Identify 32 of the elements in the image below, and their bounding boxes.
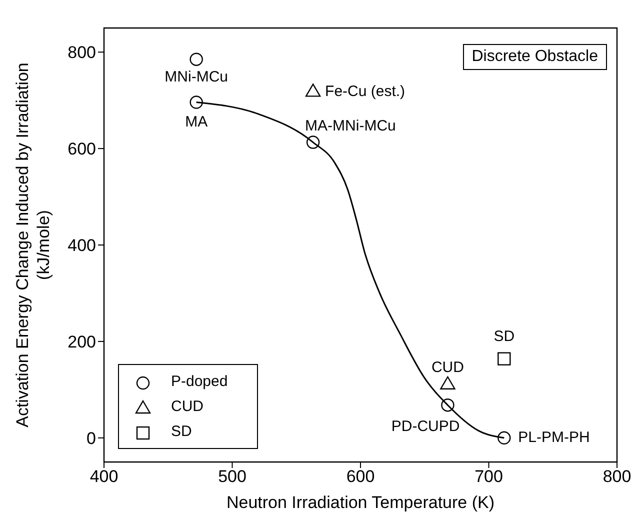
y-tick-label: 0 (86, 428, 96, 448)
point (440, 376, 456, 390)
annotation: MNi-MCu (164, 68, 228, 86)
point (190, 52, 203, 66)
annotation: PL-PM-PH (518, 428, 590, 446)
point (498, 352, 511, 366)
annotation: CUD (431, 358, 464, 376)
x-tick-label: 600 (346, 467, 375, 486)
x-tick-label: 800 (602, 467, 632, 486)
legend-label: P-doped (171, 373, 228, 390)
x-tick-label: 700 (474, 467, 503, 486)
x-axis-title: Neutron Irradiation Temperature (K) (226, 493, 495, 512)
annotation: MA (185, 113, 208, 130)
y-axis-title: Activation Energy Change Induced by Irradiation (kJ/mole) (13, 62, 53, 428)
y-tick-label: 800 (68, 43, 96, 62)
point (498, 431, 511, 444)
point (306, 136, 320, 149)
legend-label: CUD (171, 398, 204, 415)
y-tick-label: 200 (68, 332, 96, 352)
annotation: MA-MNi-MCu (305, 117, 396, 134)
annotation: Discrete Obstacle (462, 44, 607, 70)
y-tick-label: 600 (68, 140, 96, 159)
x-tick-label: 500 (218, 467, 246, 486)
point (190, 96, 203, 109)
y-tick-label: 400 (68, 236, 96, 256)
point (441, 398, 454, 412)
point (305, 84, 321, 97)
x-tick-label: 400 (90, 467, 118, 486)
annotation: SD (494, 328, 515, 345)
legend-label: SD (171, 423, 192, 440)
annotation: PD-CUPD (391, 418, 460, 436)
annotation: Fe-Cu (est.) (325, 83, 406, 100)
